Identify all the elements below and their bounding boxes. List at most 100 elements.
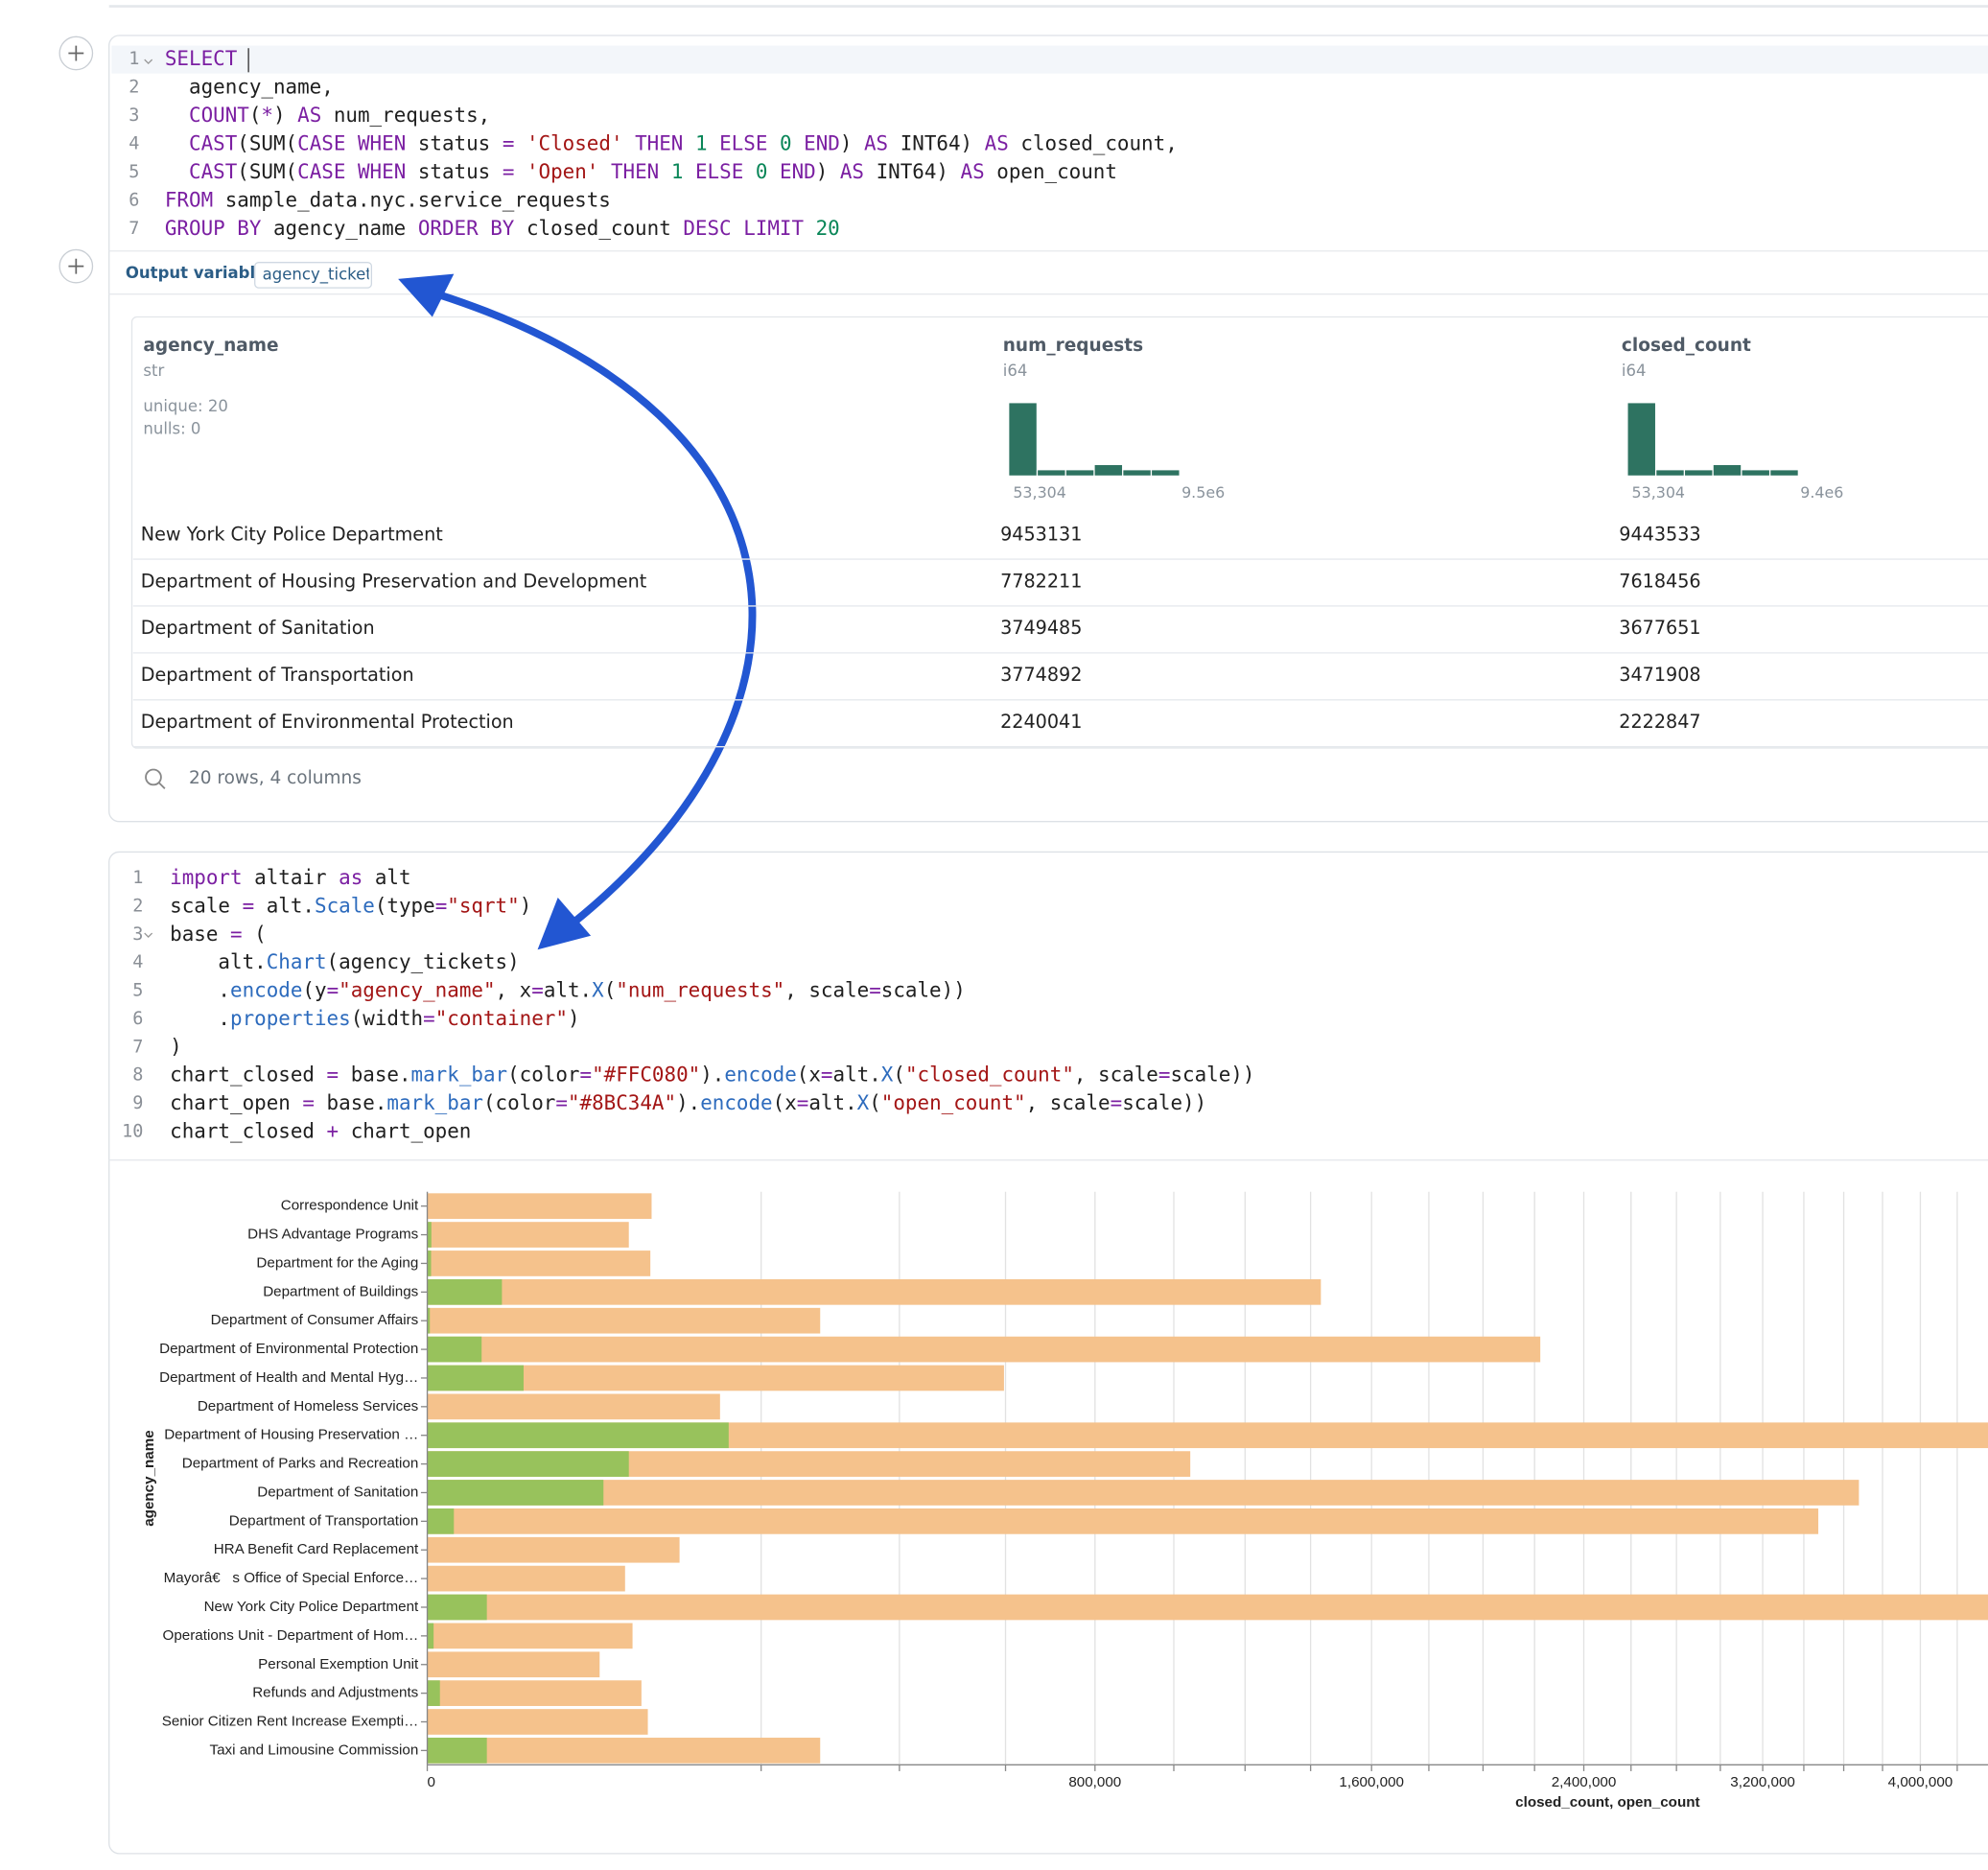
histogram-range-label: 53,304 xyxy=(1013,483,1066,502)
table-cell: 3677651 xyxy=(1619,617,1700,639)
bar xyxy=(428,1508,1819,1534)
code-line[interactable]: base = ( xyxy=(170,923,267,946)
code-line[interactable]: SELECT xyxy=(165,47,249,70)
code-line[interactable]: chart_closed = base.mark_bar(color="#FFC… xyxy=(170,1064,1254,1087)
code-line[interactable]: CAST(SUM(CASE WHEN status = 'Open' THEN … xyxy=(165,160,1117,183)
code-line[interactable]: .properties(width="container") xyxy=(170,1007,579,1030)
bar xyxy=(428,1337,1541,1363)
histogram-bar xyxy=(1685,470,1712,475)
bar xyxy=(428,1624,633,1649)
histogram-range-label: 9.4e6 xyxy=(1800,483,1843,502)
bar xyxy=(428,1537,680,1563)
output-variable-value[interactable]: agency_tickets xyxy=(263,265,381,284)
table-cell: 3749485 xyxy=(1000,617,1082,639)
bar xyxy=(428,1251,651,1276)
table-cell: 9453131 xyxy=(1000,523,1082,545)
code-line[interactable]: ) xyxy=(170,1035,182,1058)
histogram-bar xyxy=(1123,470,1150,475)
bar xyxy=(428,1624,434,1649)
y-tick-label: HRA Benefit Card Replacement xyxy=(214,1541,419,1557)
line-number: 4 xyxy=(132,952,143,972)
y-tick-label: DHS Advantage Programs xyxy=(247,1227,419,1243)
histogram-bar xyxy=(1066,470,1093,475)
code-line[interactable]: COUNT(*) AS num_requests, xyxy=(165,104,490,127)
y-tick-label: Department of Buildings xyxy=(263,1283,418,1299)
table-cell: Department of Transportation xyxy=(141,664,414,686)
histogram-bar xyxy=(1009,403,1036,475)
code-line[interactable]: scale = alt.Scale(type="sqrt") xyxy=(170,895,531,918)
code-line[interactable]: alt.Chart(agency_tickets) xyxy=(170,950,519,973)
x-tick-label: 800,000 xyxy=(1068,1774,1121,1790)
histogram-bar xyxy=(1152,470,1179,475)
bar xyxy=(428,1393,720,1419)
bar xyxy=(428,1680,440,1706)
column-stat: nulls: 0 xyxy=(143,420,200,438)
bar xyxy=(428,1279,503,1305)
y-tick-label: Department of Parks and Recreation xyxy=(182,1456,419,1472)
histogram-bar xyxy=(1628,403,1655,475)
histogram-bar xyxy=(1742,470,1769,475)
y-tick-label: New York City Police Department xyxy=(204,1599,419,1615)
table-footer: 20 rows, 4 columns xyxy=(189,768,362,788)
bar xyxy=(428,1366,524,1391)
y-tick-label: Senior Citizen Rent Increase Exempti… xyxy=(162,1714,419,1730)
x-tick-label: 2,400,000 xyxy=(1552,1774,1617,1790)
bar xyxy=(428,1595,1988,1621)
y-tick-label: Department of Environmental Protection xyxy=(159,1341,418,1357)
code-line[interactable]: .encode(y="agency_name", x=alt.X("num_re… xyxy=(170,979,966,1002)
bar xyxy=(428,1480,1859,1506)
x-axis-title: closed_count, open_count xyxy=(1515,1794,1699,1811)
column-dtype: i64 xyxy=(1003,362,1028,380)
x-tick-label: 0 xyxy=(428,1774,435,1790)
histogram-range-label: 9.5e6 xyxy=(1181,483,1225,502)
y-tick-label: Department for the Aging xyxy=(256,1254,418,1271)
line-number: 10 xyxy=(122,1121,143,1141)
y-tick-label: Operations Unit - Department of Hom… xyxy=(163,1627,419,1644)
bar xyxy=(428,1566,625,1592)
table-cell: 7618456 xyxy=(1619,570,1700,592)
bar xyxy=(428,1595,487,1621)
table-cell: Department of Housing Preservation and D… xyxy=(141,570,647,592)
table-cell: New York City Police Department xyxy=(141,523,443,545)
bar xyxy=(428,1680,642,1706)
y-tick-label: Personal Exemption Unit xyxy=(258,1656,419,1672)
line-number: 3 xyxy=(129,105,139,126)
y-tick-label: Department of Transportation xyxy=(229,1512,419,1529)
line-number: 3 xyxy=(132,924,143,945)
code-line[interactable]: chart_open = base.mark_bar(color="#8BC34… xyxy=(170,1091,1206,1114)
bar xyxy=(428,1738,487,1764)
y-tick-label: Taxi and Limousine Commission xyxy=(210,1741,419,1758)
line-number: 8 xyxy=(132,1065,143,1086)
y-tick-label: Department of Consumer Affairs xyxy=(211,1312,419,1328)
bar xyxy=(428,1651,600,1677)
code-line[interactable]: CAST(SUM(CASE WHEN status = 'Closed' THE… xyxy=(165,132,1178,155)
code-line[interactable]: import altair as alt xyxy=(170,866,410,889)
y-tick-label: Department of Homeless Services xyxy=(198,1398,419,1414)
output-variable-label: Output variable: xyxy=(126,264,272,282)
table-cell: 9443533 xyxy=(1619,523,1700,545)
code-line[interactable]: FROM sample_data.nyc.service_requests xyxy=(165,189,611,212)
code-line[interactable]: agency_name, xyxy=(165,76,334,99)
histogram-bar xyxy=(1770,470,1797,475)
column-dtype: i64 xyxy=(1622,362,1647,380)
column-stat: unique: 20 xyxy=(143,397,227,415)
active-line xyxy=(111,46,1988,74)
line-number: 2 xyxy=(132,897,143,917)
code-line[interactable]: chart_closed + chart_open xyxy=(170,1119,471,1142)
bar xyxy=(428,1337,482,1363)
line-number: 9 xyxy=(132,1093,143,1113)
bar xyxy=(428,1709,648,1735)
bar xyxy=(428,1480,604,1506)
table-cell: 2240041 xyxy=(1000,711,1082,733)
table-cell: Department of Environmental Protection xyxy=(141,711,514,733)
table-cell: Department of Sanitation xyxy=(141,617,375,639)
y-tick-label: Mayorâ€ s Office of Special Enforce… xyxy=(164,1570,419,1586)
bar xyxy=(428,1279,1321,1305)
code-line[interactable]: GROUP BY agency_name ORDER BY closed_cou… xyxy=(165,217,840,240)
add-cell-button[interactable] xyxy=(59,36,92,69)
add-cell-button[interactable] xyxy=(59,249,92,282)
line-number: 2 xyxy=(129,78,139,98)
